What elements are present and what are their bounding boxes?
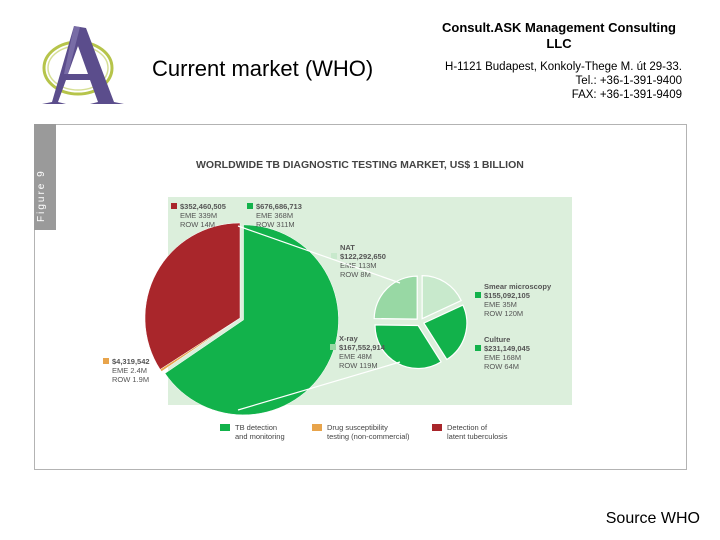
legend-swatch: [312, 424, 322, 431]
legend-line: testing (non-commercial): [327, 432, 410, 441]
slice-value-label: $122,292,650: [340, 252, 386, 261]
main-pie: [144, 222, 339, 416]
slice-row-label: ROW 120M: [484, 309, 523, 318]
pie-slice: [144, 222, 241, 370]
label-swatch: [171, 203, 177, 209]
company-name: Consult.ASK Management Consulting LLC: [442, 20, 676, 51]
figure-tab: Figure 9: [34, 124, 56, 230]
legend-entry: Drug susceptibility testing (non-commerci…: [327, 423, 410, 441]
connector-line: [237, 361, 401, 411]
label-swatch: [475, 292, 481, 298]
legend-line: latent tuberculosis: [447, 432, 508, 441]
slice-eme-label: EME 168M: [484, 353, 521, 362]
slice-value-label: $167,552,914: [339, 343, 386, 352]
company-address: H-1121 Budapest, Konkoly-Thege M. út 29-…: [428, 60, 682, 102]
label-swatch: [331, 253, 337, 259]
slice-name-label: Smear microscopy: [484, 282, 552, 291]
legend-line: TB detection: [235, 423, 277, 432]
legend-swatch: [220, 424, 230, 431]
sub-pie-slice: [422, 304, 468, 361]
label-swatch: [475, 345, 481, 351]
slice-eme-label: EME 35M: [484, 300, 517, 309]
slice-row-label: ROW 64M: [484, 362, 519, 371]
slice-name-label: Culture: [484, 335, 510, 344]
slice-name-label: X-ray: [339, 334, 359, 343]
legend-line: Detection of: [447, 423, 488, 432]
slice-row-label: ROW 14M: [180, 220, 215, 229]
company-logo: [42, 26, 124, 104]
slice-eme-label: EME 2.4M: [112, 366, 147, 375]
slice-eme-label: EME 368M: [256, 211, 293, 220]
sub-pie: [373, 275, 468, 370]
sub-pie-slice: [373, 275, 418, 320]
legend-line: and monitoring: [235, 432, 285, 441]
slice-value-label: $676,686,713: [256, 202, 302, 211]
legend-entry: TB detection and monitoring: [235, 423, 285, 441]
slice-value-label: $231,149,045: [484, 344, 530, 353]
slice-eme-label: EME 339M: [180, 211, 217, 220]
label-swatch: [330, 344, 336, 350]
address-line: H-1121 Budapest, Konkoly-Thege M. út 29-…: [445, 61, 682, 73]
slice-row-label: ROW 311M: [256, 220, 295, 229]
sub-pie-slice: [421, 275, 462, 320]
slide-title: Current market (WHO): [152, 56, 374, 81]
fax-line: FAX: +36-1-391-9409: [571, 89, 682, 101]
slice-eme-label: EME 48M: [339, 352, 372, 361]
slice-name-label: NAT: [340, 243, 355, 252]
legend-entry: Detection of latent tuberculosis: [447, 423, 508, 441]
slice-value-label: $155,092,105: [484, 291, 530, 300]
chart-title: WORLDWIDE TB DIAGNOSTIC TESTING MARKET, …: [196, 159, 524, 171]
label-swatch: [247, 203, 253, 209]
chart-legend: TB detection and monitoring Drug susceptib…: [220, 423, 508, 441]
slice-eme-label: EME 113M: [340, 261, 377, 270]
slice-value-label: $4,319,542: [112, 357, 150, 366]
slice-row-label: ROW 8M: [340, 270, 371, 279]
label-swatch: [103, 358, 109, 364]
slice-row-label: ROW 119M: [339, 361, 378, 370]
connector-line: [237, 225, 401, 284]
pie-slice: [164, 224, 339, 416]
slice-value-label: $352,460,505: [180, 202, 226, 211]
phone-line: Tel.: +36-1-391-9400: [575, 75, 682, 87]
legend-swatch: [432, 424, 442, 431]
slice-row-label: ROW 1.9M: [112, 375, 149, 384]
legend-line: Drug susceptibility: [327, 423, 388, 432]
source-note: Source WHO: [605, 510, 700, 527]
